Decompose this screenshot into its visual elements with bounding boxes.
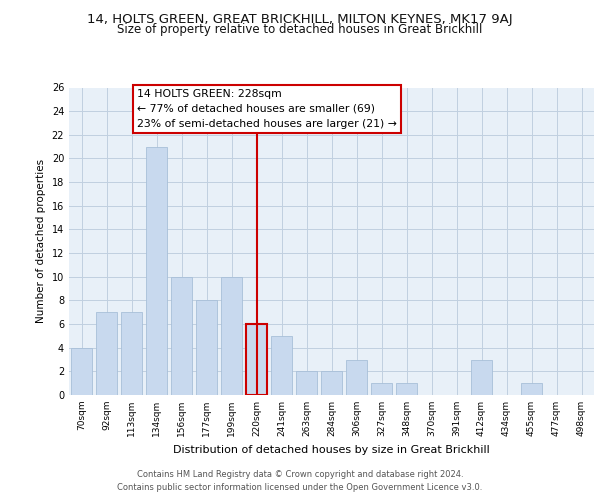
Bar [346,360,367,395]
Bar [96,312,117,395]
Bar [121,312,142,395]
Bar [396,383,417,395]
Text: 14, HOLTS GREEN, GREAT BRICKHILL, MILTON KEYNES, MK17 9AJ: 14, HOLTS GREEN, GREAT BRICKHILL, MILTON… [87,12,513,26]
Bar [196,300,217,395]
Text: Contains HM Land Registry data © Crown copyright and database right 2024.
Contai: Contains HM Land Registry data © Crown c… [118,470,482,492]
Text: Size of property relative to detached houses in Great Brickhill: Size of property relative to detached ho… [118,22,482,36]
Text: 14 HOLTS GREEN: 228sqm
← 77% of detached houses are smaller (69)
23% of semi-det: 14 HOLTS GREEN: 228sqm ← 77% of detached… [137,89,397,128]
Bar [246,324,267,395]
X-axis label: Distribution of detached houses by size in Great Brickhill: Distribution of detached houses by size … [173,444,490,454]
Y-axis label: Number of detached properties: Number of detached properties [36,159,46,324]
Bar [146,146,167,395]
Bar [221,276,242,395]
Bar [171,276,192,395]
Bar [321,372,342,395]
Bar [371,383,392,395]
Bar [521,383,542,395]
Bar [71,348,92,395]
Bar [271,336,292,395]
Bar [471,360,492,395]
Bar [296,372,317,395]
